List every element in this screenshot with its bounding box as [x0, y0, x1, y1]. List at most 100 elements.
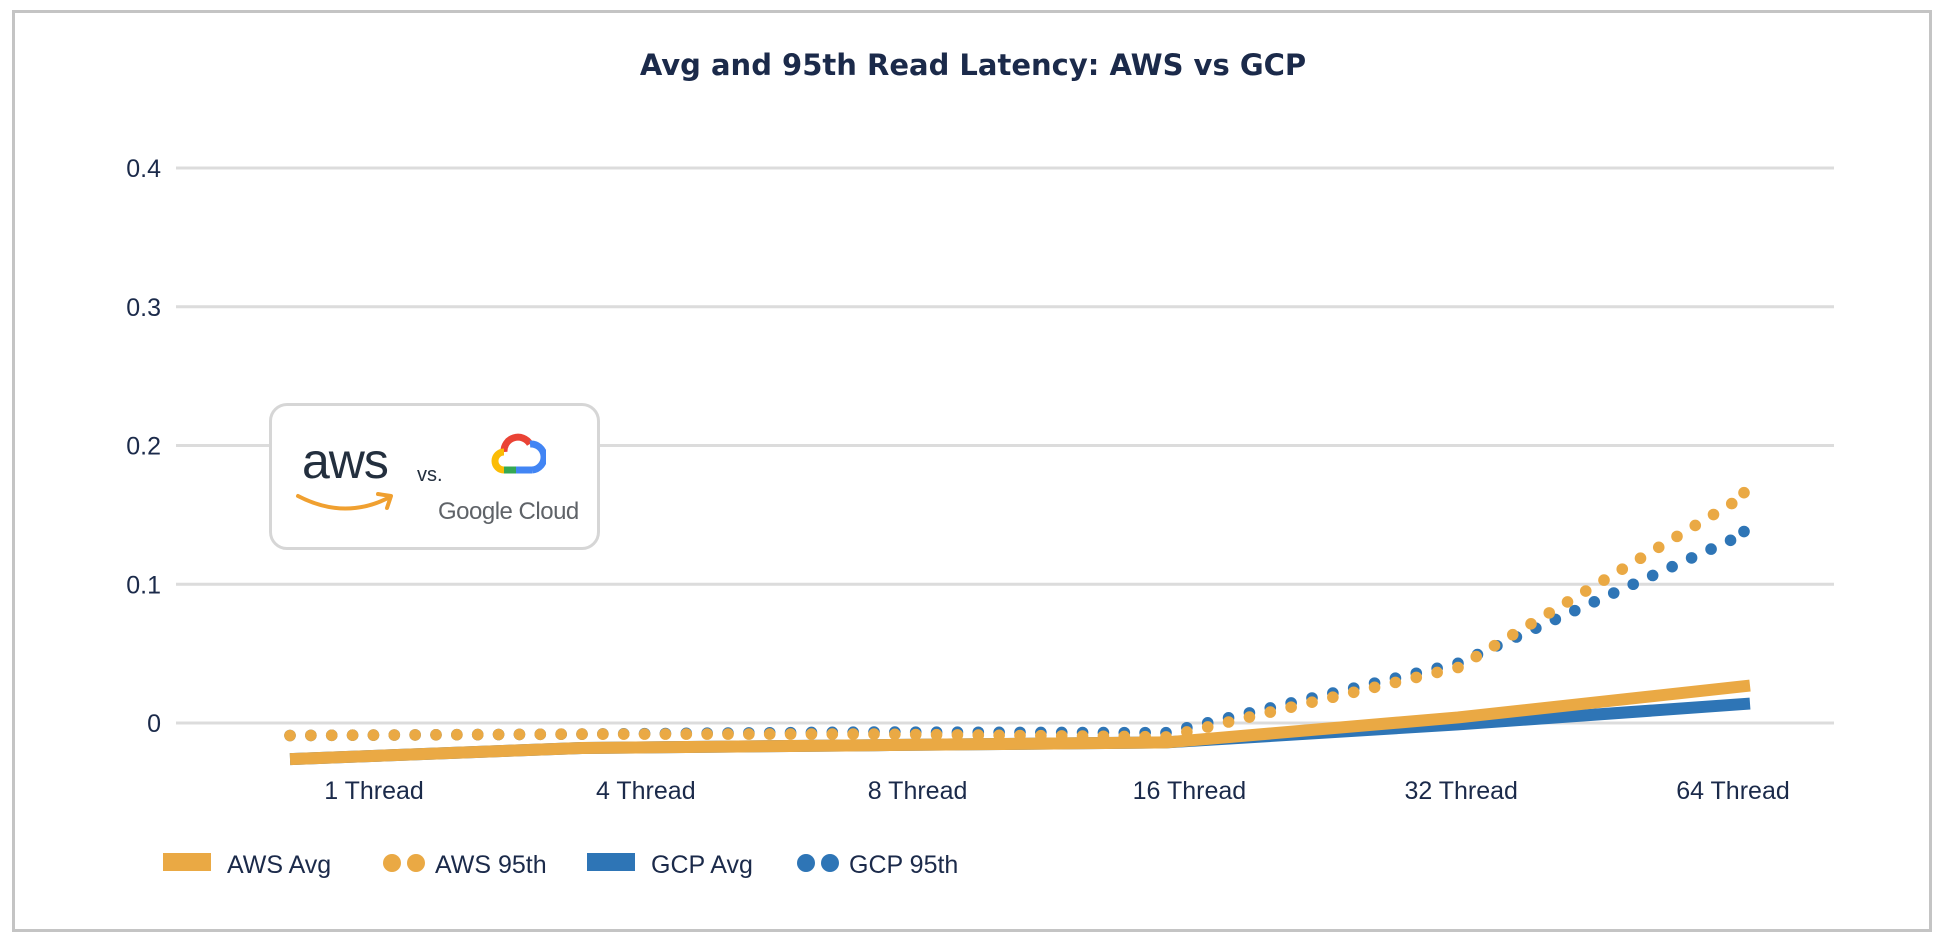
series-dot	[1646, 569, 1659, 582]
series-dot	[1470, 650, 1483, 663]
legend-swatch	[163, 853, 211, 871]
series-dot	[1561, 596, 1574, 608]
series-dot	[722, 728, 734, 740]
series-dot	[1738, 525, 1750, 538]
series-dot	[492, 728, 505, 741]
series-dot	[534, 728, 547, 741]
series-dot	[1368, 681, 1381, 694]
google-cloud-icon	[491, 433, 546, 474]
series-dot	[1543, 607, 1556, 619]
series-dot	[1725, 497, 1738, 510]
series-dot	[1347, 686, 1360, 699]
series-dots-aws-95th	[284, 486, 1750, 743]
series-dot	[1160, 731, 1172, 743]
series-dot	[284, 729, 296, 742]
series-dot	[1431, 666, 1443, 679]
series-dot	[1616, 563, 1629, 575]
y-tick-label: 0.4	[126, 155, 161, 183]
series-dot	[659, 728, 672, 740]
series-dot	[1569, 604, 1581, 617]
legend-item: AWS 95th	[383, 851, 547, 879]
series-dot	[1014, 729, 1026, 742]
series-dot	[1607, 587, 1620, 599]
series-dot	[471, 728, 484, 741]
series-dot	[1689, 519, 1702, 532]
series-dot	[1201, 721, 1214, 733]
series-dot	[784, 728, 797, 740]
legend-label: GCP Avg	[651, 851, 753, 879]
series-dot	[430, 728, 442, 741]
series-dot	[1118, 730, 1131, 743]
series-dot	[1627, 578, 1639, 591]
x-tick-label: 4 Thread	[596, 777, 696, 805]
series-dot	[1588, 596, 1601, 608]
series-dot	[1264, 706, 1277, 718]
chart-frame	[12, 10, 1932, 932]
series-dot	[555, 728, 567, 740]
series-dot	[346, 729, 359, 741]
legend-dot	[797, 854, 815, 872]
legend-item: GCP 95th	[797, 851, 958, 879]
series-dot	[826, 728, 839, 740]
y-axis-ticks: 0 0.1 0.2 0.3 0.4	[126, 155, 161, 738]
series-dot	[1685, 552, 1698, 564]
series-dot	[993, 729, 1005, 742]
y-tick-label: 0.1	[126, 571, 161, 599]
series-dot	[305, 729, 317, 742]
series-dot	[1671, 530, 1683, 543]
series-dot	[930, 728, 943, 741]
series-dot	[1506, 628, 1519, 641]
series-dot	[1181, 726, 1193, 738]
series-dot	[576, 728, 588, 740]
x-tick-label: 1 Thread	[324, 777, 424, 805]
series-dot	[1738, 486, 1750, 499]
series-dot	[1488, 639, 1501, 652]
series-dot	[617, 728, 630, 740]
series-dot	[638, 728, 651, 740]
series-dot	[1452, 661, 1464, 674]
series-dot	[951, 729, 964, 741]
series-line-aws-avg	[289, 679, 1751, 766]
legend-item: GCP Avg	[587, 851, 753, 879]
legend-label: AWS Avg	[227, 851, 331, 879]
series-dot	[1410, 671, 1423, 684]
legend-swatch	[587, 853, 635, 871]
legend-item: AWS Avg	[163, 851, 331, 879]
series-dot	[701, 728, 713, 740]
x-tick-label: 32 Thread	[1404, 777, 1518, 805]
series-dot	[1076, 730, 1089, 742]
series-dot	[680, 728, 693, 740]
series-dot	[1139, 730, 1151, 743]
series-dot	[1707, 508, 1720, 521]
series-group	[284, 486, 1751, 766]
series-dot	[1055, 730, 1068, 742]
series-dot	[1634, 552, 1647, 565]
series-dot	[763, 728, 776, 740]
series-dot	[513, 728, 526, 741]
legend-dot	[821, 854, 839, 872]
legend: AWS Avg AWS 95th GCP Avg GCP 95th	[163, 851, 958, 879]
y-tick-label: 0	[147, 710, 161, 738]
y-tick-label: 0.3	[126, 294, 161, 322]
series-dot	[1222, 716, 1235, 728]
series-dot	[1598, 574, 1610, 586]
legend-label: GCP 95th	[849, 851, 958, 879]
series-dot	[451, 728, 463, 741]
vs-text: vs.	[417, 464, 443, 486]
aws-smile-icon	[296, 492, 393, 511]
series-dot	[1327, 691, 1339, 704]
series-dot	[597, 728, 609, 740]
legend-label: AWS 95th	[435, 851, 547, 879]
series-dot	[1285, 701, 1297, 713]
series-dot	[388, 729, 401, 741]
series-dot	[1705, 543, 1717, 555]
series-dot	[1035, 729, 1047, 742]
legend-dot	[407, 854, 425, 872]
series-dot	[325, 729, 338, 742]
aws-vs-gcp-logo-box: aws vs. Google Cloud	[269, 403, 600, 550]
y-tick-label: 0.2	[126, 433, 161, 461]
x-tick-label: 16 Thread	[1133, 777, 1247, 805]
series-dot	[909, 728, 922, 741]
series-dot	[1724, 534, 1737, 547]
